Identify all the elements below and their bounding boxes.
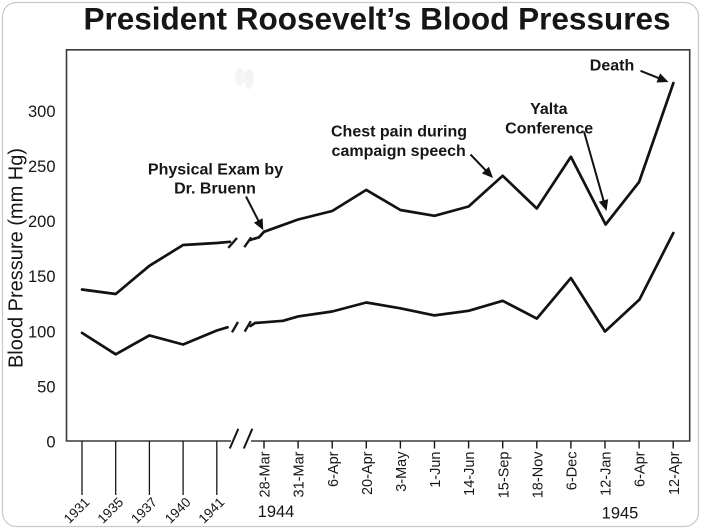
svg-text:0: 0	[46, 434, 55, 452]
svg-text:Physical Exam by: Physical Exam by	[148, 162, 283, 179]
svg-text:3-May: 3-May	[394, 451, 410, 492]
svg-text:15-Sep: 15-Sep	[496, 452, 512, 499]
svg-text:Dr. Bruenn: Dr. Bruenn	[174, 181, 256, 198]
svg-text:Chest pain during: Chest pain during	[331, 124, 467, 141]
svg-text:300: 300	[28, 103, 56, 121]
svg-text:14-Jun: 14-Jun	[462, 452, 478, 496]
svg-text:50: 50	[37, 378, 55, 396]
svg-text:31-Mar: 31-Mar	[292, 451, 308, 497]
svg-text:President Roosevelt’s Blood Pr: President Roosevelt’s Blood Pressures	[83, 1, 670, 37]
svg-text:Death: Death	[590, 58, 634, 75]
svg-text:20-Apr: 20-Apr	[360, 451, 376, 495]
svg-text:18-Nov: 18-Nov	[530, 451, 546, 498]
svg-text:250: 250	[28, 158, 56, 176]
svg-text:12-Jan: 12-Jan	[599, 452, 615, 496]
svg-text:campaign speech: campaign speech	[332, 143, 466, 160]
svg-text:1944: 1944	[258, 503, 295, 521]
svg-text:200: 200	[28, 213, 56, 231]
svg-text:6-Apr: 6-Apr	[326, 451, 342, 487]
svg-text:Conference: Conference	[505, 121, 593, 138]
svg-text:Blood Pressure (mm Hg): Blood Pressure (mm Hg)	[6, 148, 28, 368]
svg-text:100: 100	[28, 323, 56, 341]
svg-text:1-Jun: 1-Jun	[428, 452, 444, 488]
svg-text:150: 150	[28, 268, 56, 286]
svg-text:1945: 1945	[602, 505, 639, 523]
svg-text:28-Mar: 28-Mar	[258, 451, 274, 497]
svg-text:12-Apr: 12-Apr	[667, 451, 683, 495]
svg-text:6-Apr: 6-Apr	[633, 451, 649, 487]
svg-text:Yalta: Yalta	[530, 101, 567, 118]
svg-text:6-Dec: 6-Dec	[565, 452, 581, 491]
